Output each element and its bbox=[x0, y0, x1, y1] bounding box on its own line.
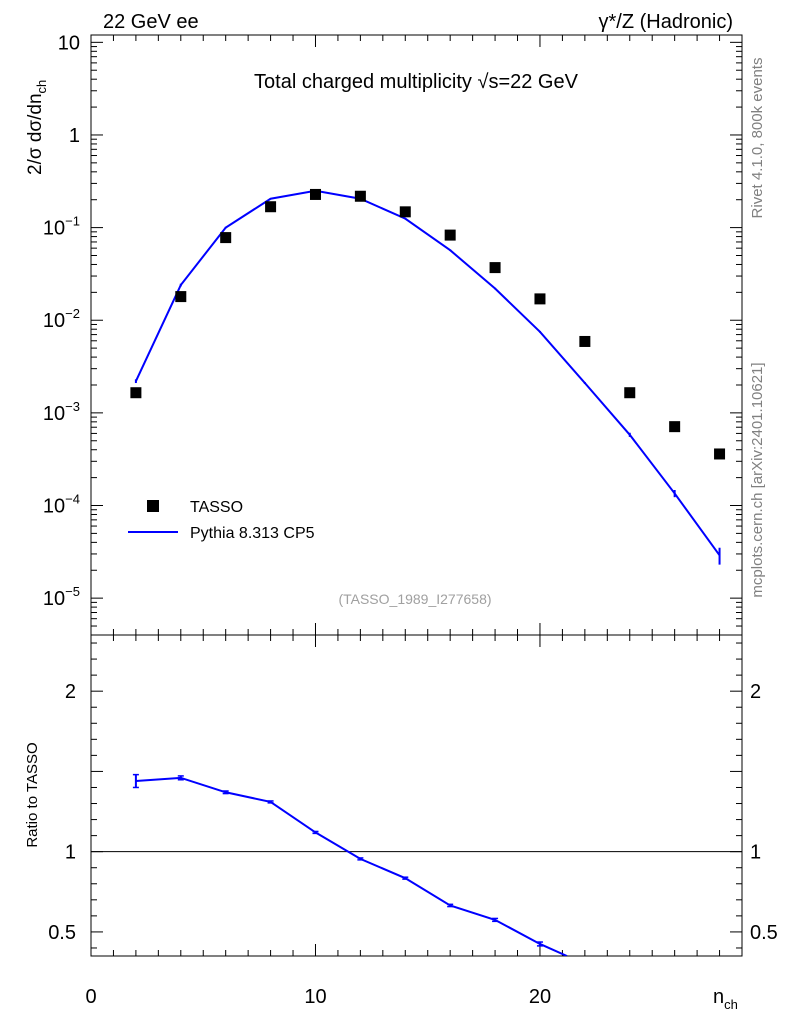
y-tick-exponent: −5 bbox=[65, 584, 80, 599]
y-tick-label-main: 10−1 bbox=[43, 214, 80, 240]
legend-label-mc: Pythia 8.313 CP5 bbox=[190, 525, 315, 542]
y-tick-exponent: −4 bbox=[65, 492, 80, 507]
data-point bbox=[489, 262, 501, 274]
data-point bbox=[579, 335, 591, 347]
y-tick-mantissa: 10 bbox=[43, 403, 65, 425]
y-tick-label-ratio: 0.5 bbox=[48, 922, 76, 944]
y-tick-mantissa: 10 bbox=[43, 310, 65, 332]
data-point bbox=[130, 387, 142, 399]
y-tick-label-ratio-right: 2 bbox=[750, 681, 761, 703]
y-axis-label-main-text: 2/σ dσ/dnch bbox=[25, 80, 49, 175]
legend-label-data: TASSO bbox=[190, 499, 243, 516]
mc-series-line bbox=[134, 189, 721, 556]
y-tick-label-ratio-right: 0.5 bbox=[750, 922, 778, 944]
x-axis-label-text: nch bbox=[713, 986, 738, 1012]
data-point bbox=[534, 293, 546, 305]
x-tick-label: 20 bbox=[529, 986, 551, 1008]
series-layer bbox=[130, 188, 726, 956]
data-point bbox=[265, 201, 277, 213]
mcplots-label: mcplots.cern.ch [arXiv:2401.10621] bbox=[749, 362, 766, 597]
x-axis-label: nch bbox=[713, 986, 738, 1012]
y-tick-exponent: −2 bbox=[65, 306, 80, 321]
y-tick-label-ratio: 2 bbox=[65, 681, 76, 703]
y-tick-label-main: 10−4 bbox=[43, 492, 80, 518]
y-tick-label-main: 10−3 bbox=[43, 399, 80, 425]
y-tick-label-main: 10−5 bbox=[43, 584, 80, 610]
data-point bbox=[175, 291, 187, 303]
ratio-series-group bbox=[132, 773, 568, 956]
data-point bbox=[220, 232, 232, 244]
y-tick-label-ratio-right: 1 bbox=[750, 842, 761, 864]
main-panel-frame bbox=[90, 34, 743, 636]
data-point bbox=[714, 448, 726, 460]
rivet-label: Rivet 4.1.0, 800k events bbox=[749, 58, 766, 219]
y-tick-mantissa: 10 bbox=[43, 218, 65, 240]
y-axis-label-ratio: Ratio to TASSO bbox=[24, 742, 41, 847]
analysis-id: (TASSO_1989_I277658) bbox=[338, 591, 491, 607]
x-tick-label: 10 bbox=[304, 986, 326, 1008]
data-point bbox=[309, 188, 321, 200]
y-axis-label-main: 2/σ dσ/dnch bbox=[25, 80, 49, 175]
legend-marker-data bbox=[147, 500, 159, 512]
data-point bbox=[399, 206, 411, 218]
chart-title: Total charged multiplicity √s=22 GeV bbox=[254, 71, 579, 93]
data-point bbox=[444, 229, 456, 241]
y-tick-mantissa: 10 bbox=[43, 588, 65, 610]
y-tick-label-ratio: 1 bbox=[65, 842, 76, 864]
ratio-series-line bbox=[135, 776, 568, 956]
y-tick-label-main: 10 bbox=[58, 32, 80, 54]
header-right-label: γ*/Z (Hadronic) bbox=[599, 11, 733, 33]
ratio-panel-frame bbox=[90, 634, 743, 957]
y-tick-label-main: 1 bbox=[69, 125, 80, 147]
y-tick-mantissa: 10 bbox=[43, 496, 65, 518]
x-tick-label: 0 bbox=[85, 986, 96, 1008]
y-tick-exponent: −3 bbox=[65, 399, 80, 414]
y-tick-exponent: −1 bbox=[65, 214, 80, 229]
data-point bbox=[624, 387, 636, 399]
data-point bbox=[669, 421, 681, 433]
legend: TASSO Pythia 8.313 CP5 bbox=[128, 499, 315, 542]
data-point bbox=[354, 190, 366, 202]
header-left-label: 22 GeV ee bbox=[103, 11, 199, 33]
y-tick-label-main: 10−2 bbox=[43, 306, 80, 332]
